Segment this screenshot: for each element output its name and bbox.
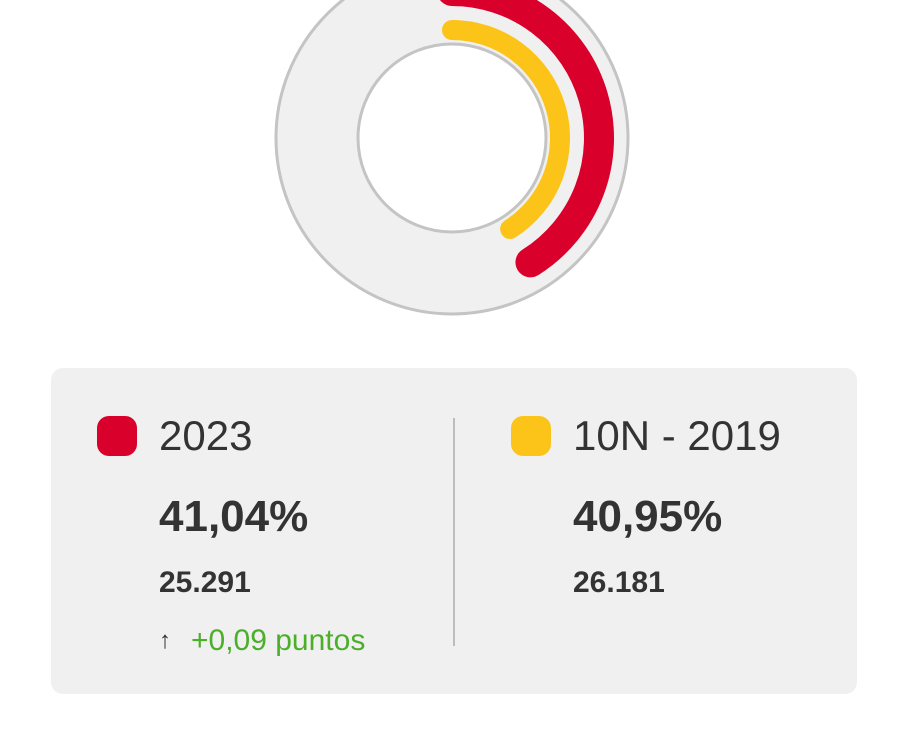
percent-2019: 40,95% — [573, 492, 723, 541]
percent-2023: 41,04% — [159, 492, 309, 541]
legend-label-2019: 10N - 2019 — [573, 412, 781, 459]
donut-inner-border — [356, 42, 548, 234]
legend-swatch-2019 — [511, 416, 551, 456]
votes-2019: 26.181 — [573, 566, 665, 599]
legend-previous: 10N - 2019 40,95% 26.181 — [511, 368, 851, 694]
column-divider — [453, 418, 455, 646]
arc-10n-2019 — [442, 20, 570, 240]
legend-current-row: 2023 — [97, 412, 252, 460]
arrow-up-icon: ↑ — [159, 627, 171, 654]
delta-text: +0,09 puntos — [191, 624, 366, 657]
delta-indicator: ↑ +0,09 puntos — [159, 624, 365, 658]
legend-previous-row: 10N - 2019 — [511, 412, 781, 460]
donut-outer-border — [274, 0, 630, 316]
legend-label-2023: 2023 — [159, 412, 253, 459]
donut-chart — [274, 0, 630, 316]
legend-current: 2023 41,04% 25.291 ↑ +0,09 puntos — [97, 368, 437, 694]
results-card: 2023 41,04% 25.291 ↑ +0,09 puntos 10N - … — [51, 368, 857, 694]
legend-swatch-2023 — [97, 416, 137, 456]
arc-2023 — [440, 0, 614, 278]
votes-2023: 25.291 — [159, 566, 251, 599]
